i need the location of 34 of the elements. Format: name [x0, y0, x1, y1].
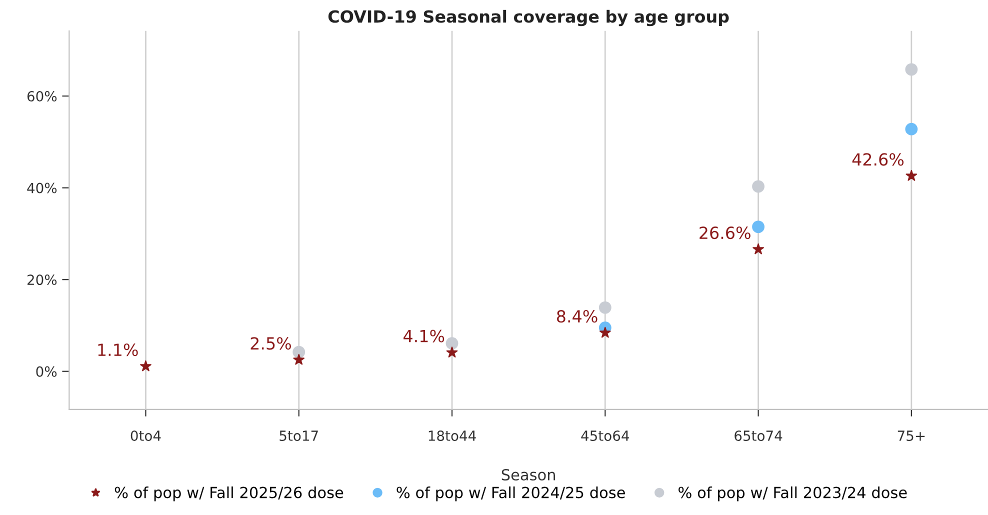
data-label: 42.6%: [852, 153, 904, 166]
x-tick-label: 5to17: [280, 430, 318, 442]
data-label: 2.5%: [250, 337, 292, 350]
point: [598, 301, 612, 314]
point: [293, 354, 305, 365]
data-label: 4.1%: [404, 330, 444, 342]
point: [292, 346, 306, 358]
x-tick-label: 65to74: [734, 430, 782, 442]
data-label: 26.6%: [700, 226, 750, 240]
point: [906, 170, 918, 181]
point: [446, 337, 458, 350]
x-tick-label: 45to64: [581, 430, 630, 442]
point: [752, 220, 764, 234]
point: [752, 243, 764, 254]
point: [905, 63, 918, 76]
data-label: 1.1%: [98, 344, 138, 356]
y-tick-label: 40%: [27, 182, 57, 194]
y-tick-label: 60%: [27, 91, 57, 102]
point: [599, 326, 611, 338]
point: [140, 360, 152, 372]
point: [446, 346, 458, 358]
y-tick-label: 20%: [28, 274, 57, 286]
point: [905, 122, 918, 136]
legend-label: % of pop w/ Fall 2025/26 dose: [114, 486, 344, 502]
data-label: 8.4%: [556, 310, 598, 323]
y-tick-label: 0%: [36, 366, 57, 377]
chart-title: COVID-19 Seasonal coverage by age group: [328, 10, 729, 26]
x-axis-title: Season: [502, 468, 556, 481]
legend-label: % of pop w/ Fall 2023/24 dose: [678, 486, 907, 502]
x-tick-label: 18to44: [428, 430, 476, 442]
x-tick-label: 0to4: [130, 430, 161, 442]
point: [752, 180, 764, 193]
legend-label: % of pop w/ Fall 2024/25 dose: [396, 486, 625, 502]
x-tick-label: 75+: [898, 430, 925, 442]
